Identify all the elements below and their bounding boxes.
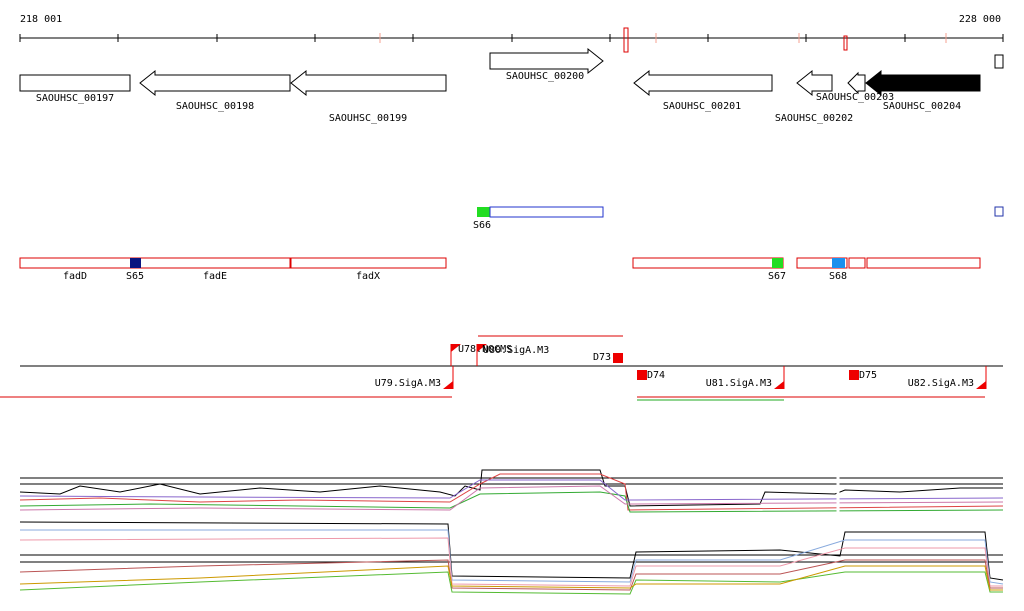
gene [796, 69, 833, 97]
gene [139, 69, 291, 97]
ruler: 218 001 228 000 [19, 14, 1004, 53]
ruler-highlight [623, 27, 629, 53]
gene-label: SAOUHSC_00203 [816, 92, 894, 103]
promoter-label: D74 [647, 370, 665, 381]
gene-label: SAOUHSC_00199 [329, 113, 407, 124]
profile [19, 571, 1003, 595]
promoter-label: U82.SigA.M3 [908, 378, 974, 389]
profile [19, 485, 1004, 511]
promoter-label: U78.NOCMS [458, 344, 512, 355]
feature-track: S66 fadD S65 fadE fadX S67 S68 [19, 206, 1004, 282]
promoter-flags [443, 344, 987, 389]
ruler-highlight [843, 35, 848, 51]
gene [489, 47, 604, 75]
gene-label: SAOUHSC_00202 [775, 113, 853, 124]
gene [865, 69, 981, 97]
feature-marker [477, 207, 490, 217]
feature-label: fadE [203, 271, 227, 282]
profile [19, 565, 1003, 591]
feature-label: fadD [63, 271, 87, 282]
gene-label: SAOUHSC_00198 [176, 101, 254, 112]
feature-marker [832, 258, 845, 268]
promoter-track: U78.NOCMS U80.SigA.M3 D73 U79.SigA.M3 D7… [0, 335, 1003, 401]
gene-label: SAOUHSC_00201 [663, 101, 741, 112]
profile [19, 559, 1003, 591]
feature-label: S65 [126, 271, 144, 282]
feature-marker [130, 258, 141, 268]
feature-label: S68 [829, 271, 847, 282]
profile [19, 473, 1004, 511]
feature [632, 257, 784, 269]
feature-label: S66 [473, 220, 491, 231]
feature [19, 257, 291, 269]
promoter-label: D75 [859, 370, 877, 381]
promoter-label: U81.SigA.M3 [706, 378, 772, 389]
gene-label: SAOUHSC_00200 [506, 71, 584, 82]
profile [19, 537, 1003, 587]
profile [20, 529, 1004, 585]
gene-label: SAOUHSC_00204 [883, 101, 961, 112]
promoter-label: U79.SigA.M3 [375, 378, 441, 389]
expression-profiles [19, 469, 1004, 595]
feature [290, 257, 447, 269]
feature-marker [772, 258, 783, 268]
profile [19, 521, 1004, 581]
gene [19, 74, 131, 92]
ruler-ticks [19, 34, 1004, 42]
promoter-label: D73 [593, 352, 611, 363]
feature [848, 257, 866, 269]
feature [994, 206, 1004, 217]
gene [633, 69, 773, 97]
gene-label: SAOUHSC_00197 [36, 93, 114, 104]
feature [796, 257, 848, 269]
gene-track: SAOUHSC_00197 SAOUHSC_00198 SAOUHSC_0019… [19, 47, 1004, 124]
feature [489, 206, 604, 218]
feature-label: S67 [768, 271, 786, 282]
promoter-label: U80.SigA.M3 [483, 345, 549, 356]
ruler-end: 228 000 [959, 14, 1001, 25]
gene [994, 54, 1004, 69]
gene [290, 69, 447, 97]
profile [19, 491, 1004, 513]
gene [847, 71, 866, 95]
ruler-marks [379, 33, 947, 43]
ruler-start: 218 001 [20, 14, 62, 25]
profile [19, 479, 1004, 501]
profile [19, 469, 1003, 507]
feature [866, 257, 981, 269]
feature-label: fadX [356, 271, 380, 282]
